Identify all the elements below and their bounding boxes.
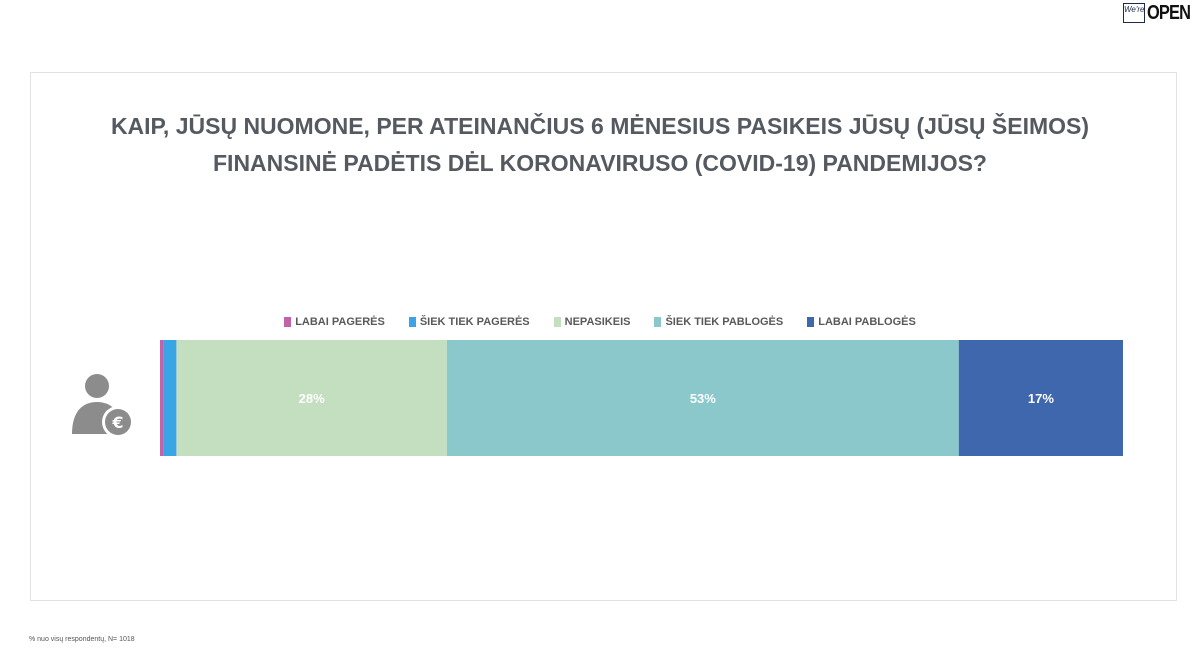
- legend-label: ŠIEK TIEK PABLOGĖS: [665, 316, 784, 328]
- legend-label: LABAI PABLOGĖS: [818, 316, 916, 328]
- legend-swatch: [284, 317, 292, 327]
- logo-word: OPEN: [1147, 2, 1191, 24]
- chart-panel: [30, 72, 1177, 601]
- chart-legend: LABAI PAGERĖS ŠIEK TIEK PAGERĖS NEPASIKEIS…: [0, 313, 1200, 331]
- legend-swatch: [654, 317, 662, 327]
- legend-label: LABAI PAGERĖS: [295, 316, 385, 328]
- legend-label: NEPASIKEIS: [564, 316, 631, 328]
- bar-data-label: 53%: [690, 391, 716, 406]
- legend-swatch: [408, 317, 416, 327]
- legend-item: ŠIEK TIEK PAGERĖS: [408, 313, 530, 331]
- bar-data-label: 28%: [299, 391, 325, 406]
- bar-segment: [163, 340, 177, 456]
- brand-logo: We're OPEN: [1123, 3, 1196, 23]
- footnote: % nuo visų respondentų, N= 1018: [29, 636, 135, 643]
- legend-swatch: [553, 317, 561, 327]
- bar-data-label: 17%: [1028, 391, 1054, 406]
- chart-title-line-1: KAIP, JŪSŲ NUOMONE, PER ATEINANČIUS 6 MĖ…: [110, 113, 1090, 139]
- bar-segment: [160, 340, 164, 456]
- chart-title-line-2: FINANSINĖ PADĖTIS DĖL KORONAVIRUSO (COVI…: [213, 150, 987, 176]
- bar-segment: [958, 340, 1123, 456]
- bar-segment: [446, 340, 959, 456]
- legend-item: LABAI PAGERĖS: [284, 313, 385, 331]
- svg-text:€: €: [111, 413, 123, 432]
- legend-swatch: [807, 317, 815, 327]
- legend-item: LABAI PABLOGĖS: [807, 313, 916, 331]
- person-euro-icon: €: [68, 372, 136, 440]
- logo-badge: We're: [1123, 3, 1145, 23]
- legend-item: NEPASIKEIS: [553, 313, 631, 331]
- logo-badge-text: We're: [1124, 5, 1145, 14]
- legend-item: ŠIEK TIEK PABLOGĖS: [654, 313, 783, 331]
- chart-title: KAIP, JŪSŲ NUOMONE, PER ATEINANČIUS 6 MĖ…: [0, 108, 1200, 182]
- bar-segment: [176, 340, 447, 456]
- legend-label: ŠIEK TIEK PAGERĖS: [419, 316, 530, 328]
